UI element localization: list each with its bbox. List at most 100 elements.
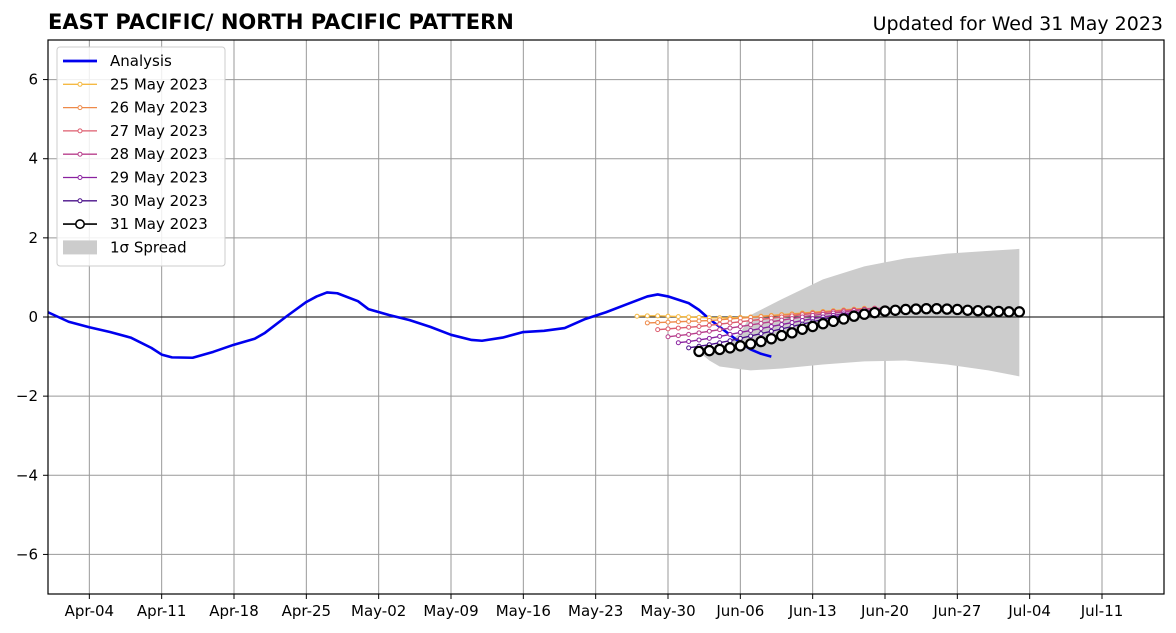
current-forecast-point (982, 305, 995, 317)
forecast-point (706, 335, 712, 341)
current-forecast-point (858, 308, 871, 320)
current-forecast-point (941, 303, 953, 315)
legend-marker (77, 151, 83, 157)
x-tick-label: Jun-27 (932, 602, 981, 620)
current-forecast-point (972, 304, 984, 317)
current-forecast-point (786, 327, 798, 339)
current-forecast-point (848, 310, 860, 322)
forecast-point (748, 322, 754, 328)
current-forecast-point (1003, 306, 1015, 318)
legend-label: 25 May 2023 (110, 75, 208, 93)
forecast-point (748, 327, 754, 333)
legend-label: 27 May 2023 (110, 122, 208, 140)
x-tick-label: Jul-04 (1007, 602, 1051, 620)
x-tick-label: May-23 (568, 602, 623, 620)
y-tick-label: 4 (28, 150, 38, 168)
y-tick-label: −2 (16, 387, 38, 405)
current-forecast-point (724, 342, 736, 354)
forecast-point (727, 338, 733, 344)
forecast-point (768, 328, 774, 334)
legend-label: 31 May 2023 (110, 215, 208, 233)
legend-label: 28 May 2023 (110, 145, 208, 163)
x-tick-label: Jun-06 (715, 602, 764, 620)
x-tick-label: May-16 (496, 602, 551, 620)
forecast-point (706, 318, 712, 324)
y-tick-label: −6 (16, 545, 38, 563)
forecast-point (737, 323, 743, 329)
forecast-point (655, 320, 661, 326)
current-forecast-point (899, 303, 912, 316)
current-forecast-point (755, 335, 767, 348)
forecast-point (655, 313, 661, 319)
legend-label: 1σ Spread (110, 238, 187, 256)
current-forecast-point (889, 304, 902, 316)
current-forecast-point (693, 345, 705, 358)
forecast-point (644, 313, 650, 319)
forecast-point (686, 331, 692, 337)
forecast-point (675, 314, 681, 320)
analysis-line (47, 291, 772, 360)
forecast-point (686, 324, 692, 330)
forecast-point (779, 322, 785, 328)
forecast-point (696, 318, 702, 324)
current-forecast-point (744, 338, 757, 350)
y-tick-label: 6 (28, 71, 38, 89)
legend-label: Analysis (110, 52, 172, 70)
forecast-point (655, 327, 661, 333)
forecast-point (737, 319, 743, 325)
forecast-point (737, 329, 743, 335)
x-tick-label: Apr-04 (65, 602, 115, 620)
current-forecast-point (734, 340, 747, 352)
forecast-point (768, 323, 774, 329)
current-forecast-point (879, 305, 891, 317)
forecast-line (667, 307, 886, 338)
forecast-point (789, 316, 795, 322)
forecast-point (634, 313, 640, 319)
legend-label: 26 May 2023 (110, 99, 208, 117)
forecast-point (748, 333, 754, 339)
current-forecast-point (837, 313, 850, 325)
legend-marker (77, 81, 83, 87)
forecast-point (686, 345, 692, 351)
current-forecast-point (951, 303, 964, 316)
forecast-point (665, 334, 671, 340)
forecast-point (758, 316, 764, 322)
legend-marker (77, 128, 83, 134)
forecast-point (727, 325, 733, 331)
forecast-point (686, 318, 692, 324)
legend: Analysis 25 May 2023 26 May 2023 27 May 202… (56, 46, 226, 267)
current-forecast-point (713, 343, 726, 356)
forecast-point (758, 331, 764, 337)
forecast-point (727, 316, 733, 322)
current-forecast-point (868, 306, 881, 319)
x-tick-label: May-09 (423, 602, 478, 620)
forecast-point (665, 326, 671, 332)
x-tick-label: Apr-11 (137, 602, 187, 620)
current-forecast-point (796, 323, 809, 335)
x-tick-label: Apr-18 (209, 602, 259, 620)
x-tick-label: Jul-11 (1080, 602, 1124, 620)
forecast-point (675, 333, 681, 339)
current-forecast-point (775, 329, 788, 342)
forecast-point (737, 335, 743, 341)
legend-marker (75, 219, 86, 230)
current-forecast-point (961, 304, 974, 316)
forecast-point (706, 328, 712, 334)
current-forecast-point (1013, 306, 1026, 318)
x-tick-label: Jun-13 (788, 602, 837, 620)
forecast-point (686, 314, 692, 320)
forecast-point (675, 325, 681, 331)
current-forecast-point (930, 302, 943, 315)
forecast-line (657, 307, 875, 331)
forecast-point (686, 339, 692, 345)
legend-marker (77, 105, 83, 111)
forecast-point (665, 313, 671, 319)
forecast-point (675, 319, 681, 325)
forecast-point (758, 320, 764, 326)
forecast-point (779, 317, 785, 323)
current-forecast-point (992, 305, 1005, 318)
forecast-point (644, 320, 650, 326)
forecast-point (727, 320, 733, 326)
current-forecast-point (920, 302, 933, 315)
